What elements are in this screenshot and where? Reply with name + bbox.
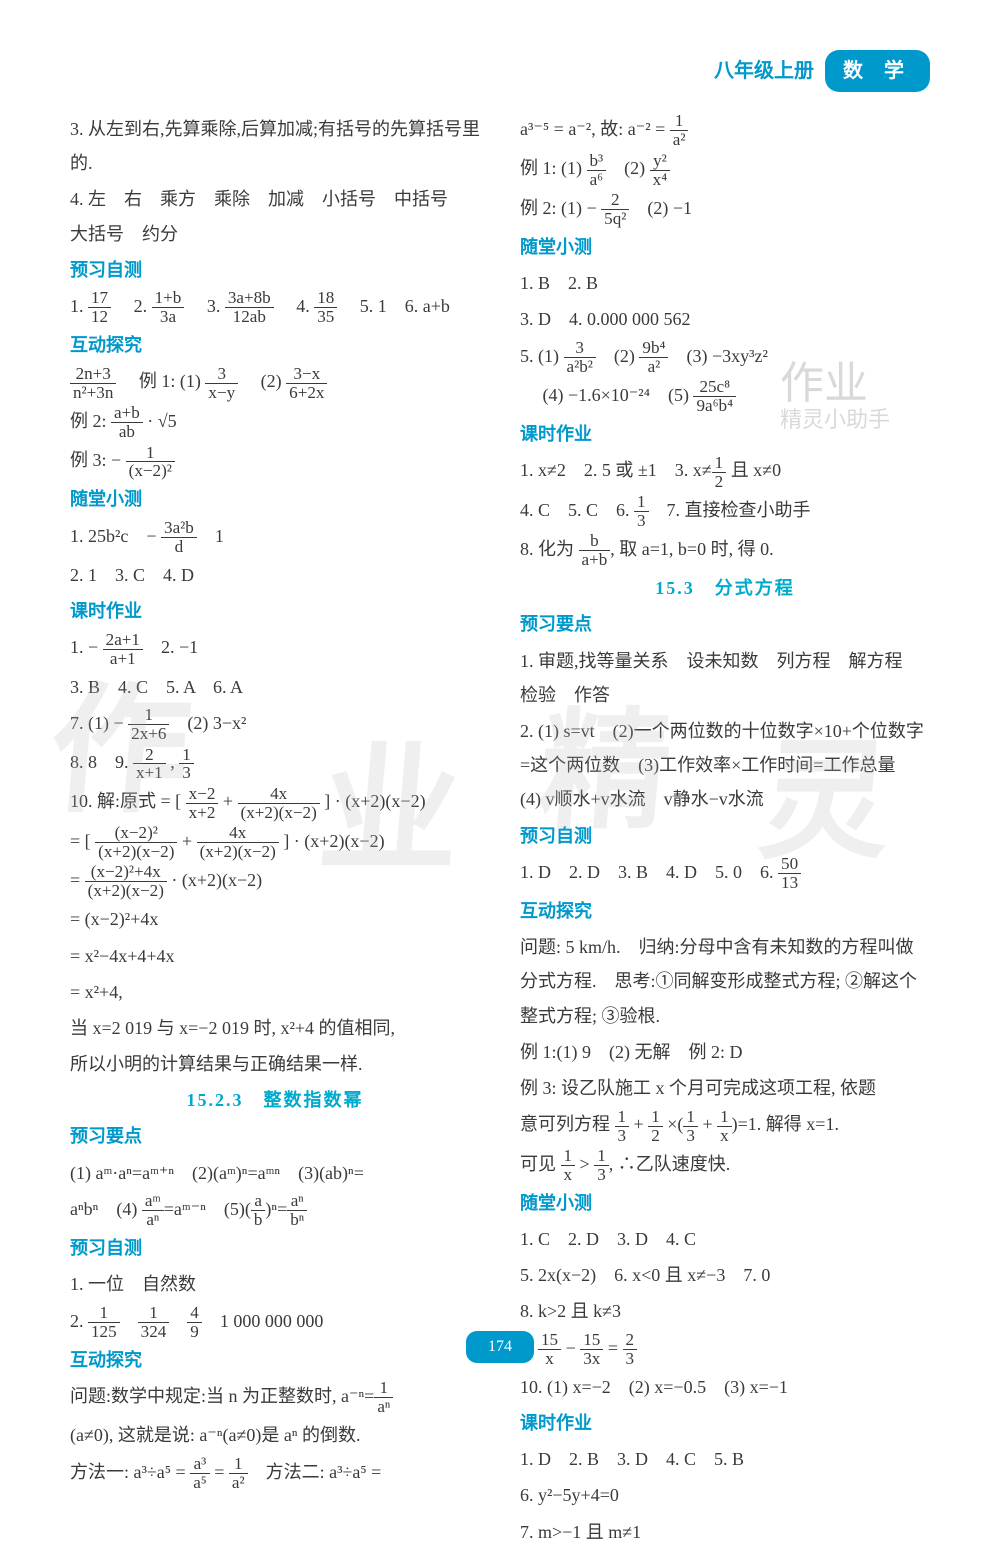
text-line: (a≠0), 这就是说: a⁻ⁿ(a≠0)是 aⁿ 的倒数. xyxy=(70,1418,480,1452)
section-heading: 互动探究 xyxy=(70,1343,480,1377)
text-line: 10. 解:原式 = [ x−2x+2 + 4x(x+2)(x−2) ] · (… xyxy=(70,784,480,821)
page-header: 八年级上册 数 学 xyxy=(70,50,930,92)
section-heading: 互动探究 xyxy=(520,894,930,928)
text-line: 例 2: a+bab · √5 xyxy=(70,404,480,441)
section-heading: 随堂小测 xyxy=(520,230,930,264)
text-line: 3. 从左到右,先算乘除,后算加减;有括号的先算括号里的. xyxy=(70,112,480,180)
text-line: 2n+3n²+3n 例 1: (1) 3x−y (2) 3−x6+2x xyxy=(70,364,480,401)
text-line: 1. − 2a+1a+1 2. −1 xyxy=(70,630,480,667)
text-line: 例 3: 设乙队施工 x 个月可完成这项工程, 依题 xyxy=(520,1071,930,1105)
text-line: 问题:数学中规定:当 n 为正整数时, a⁻ⁿ=1aⁿ xyxy=(70,1379,480,1416)
text-line: = (x−2)²+4x(x+2)(x−2) · (x+2)(x−2) xyxy=(70,863,480,900)
section-heading: 课时作业 xyxy=(520,417,930,451)
section-heading: 课时作业 xyxy=(520,1406,930,1440)
text-line: 8. 化为 ba+b, 取 a=1, b=0 时, 得 0. xyxy=(520,532,930,569)
right-column: a³⁻⁵ = a⁻², 故: a⁻² = 1a² 例 1: (1) b³a⁶ (… xyxy=(520,112,930,1551)
text-line: 1. B 2. B xyxy=(520,266,930,300)
text-line: 1. 25b²c − 3a²bd 1 xyxy=(70,519,480,556)
text-line: 5. 2x(x−2) 6. x<0 且 x≠−3 7. 0 xyxy=(520,1258,930,1292)
text-line: 1. D 2. D 3. B 4. D 5. 0 6. 5013 xyxy=(520,855,930,892)
text-line: 当 x=2 019 与 x=−2 019 时, x²+4 的值相同, xyxy=(70,1011,480,1045)
section-heading: 互动探究 xyxy=(70,328,480,362)
text-line: 1. D 2. B 3. D 4. C 5. B xyxy=(520,1442,930,1476)
text-line: = x²+4, xyxy=(70,975,480,1009)
text-line: (4) −1.6×10⁻²⁴ (5) 25c⁸9a⁶b⁴ xyxy=(520,378,930,415)
section-heading: 预习要点 xyxy=(520,607,930,641)
text-line: 例 1:(1) 9 (2) 无解 例 2: D xyxy=(520,1035,930,1069)
text-line: 8. k>2 且 k≠3 xyxy=(520,1294,930,1328)
text-line: 意可列方程 13 + 12 ×(13 + 1x)=1. 解得 x=1. xyxy=(520,1107,930,1144)
text-line: 问题: 5 km/h. 归纳:分母中含有未知数的方程叫做分式方程. 思考:①同解… xyxy=(520,930,930,1033)
text-line: 9. 15x − 153x = 23 xyxy=(520,1331,930,1368)
text-line: 所以小明的计算结果与正确结果一样. xyxy=(70,1047,480,1081)
text-line: 例 2: (1) − 25q² (2) −1 xyxy=(520,191,930,228)
text-line: 3. D 4. 0.000 000 562 xyxy=(520,302,930,336)
chapter-heading: 15.2.3 整数指数幂 xyxy=(70,1083,480,1117)
text-line: = [ (x−2)²(x+2)(x−2) + 4x(x+2)(x−2) ] · … xyxy=(70,824,480,861)
page-number-badge: 174 xyxy=(466,1331,534,1363)
text-line: aⁿbⁿ (4) aᵐaⁿ=aᵐ⁻ⁿ (5)(ab)ⁿ=aⁿbⁿ xyxy=(70,1192,480,1229)
text-line: 6. y²−5y+4=0 xyxy=(520,1478,930,1512)
text-line: 2. 1 3. C 4. D xyxy=(70,558,480,592)
text-line: 1. C 2. D 3. D 4. C xyxy=(520,1222,930,1256)
text-line: 7. (1) − 12x+6 (2) 3−x² xyxy=(70,706,480,743)
text-line: (1) aᵐ·aⁿ=aᵐ⁺ⁿ (2)(aᵐ)ⁿ=aᵐⁿ (3)(ab)ⁿ= xyxy=(70,1156,480,1190)
text-line: 例 1: (1) b³a⁶ (2) y²x⁴ xyxy=(520,151,930,188)
text-line: 8. 8 9. 2x+1 , 13 xyxy=(70,745,480,782)
section-heading: 预习自测 xyxy=(70,253,480,287)
text-line: 4. C 5. C 6. 13 7. 直接检查小助手 xyxy=(520,493,930,530)
text-line: 2. (1) s=vt (2)一个两位数的十位数字×10+个位数字=这个两位数 … xyxy=(520,714,930,817)
subject-badge: 数 学 xyxy=(825,50,930,92)
section-heading: 预习要点 xyxy=(70,1119,480,1153)
text-line: 例 3: − 1(x−2)² xyxy=(70,443,480,480)
text-line: = (x−2)²+4x xyxy=(70,902,480,936)
section-heading: 预习自测 xyxy=(520,819,930,853)
left-column: 3. 从左到右,先算乘除,后算加减;有括号的先算括号里的. 4. 左 右 乘方 … xyxy=(70,112,480,1551)
section-heading: 预习自测 xyxy=(70,1231,480,1265)
text-line: 1. 1712 2. 1+b3a 3. 3a+8b12ab 4. 1835 5.… xyxy=(70,289,480,326)
text-line: 2. 1125 1324 49 1 000 000 000 xyxy=(70,1304,480,1341)
text-line: 可见 1x > 13, ∴乙队速度快. xyxy=(520,1147,930,1184)
section-heading: 课时作业 xyxy=(70,594,480,628)
text-line: a³⁻⁵ = a⁻², 故: a⁻² = 1a² xyxy=(520,112,930,149)
text-line: 1. 审题,找等量关系 设未知数 列方程 解方程 检验 作答 xyxy=(520,644,930,712)
text-line: 方法一: a³÷a⁵ = a³a⁵ = 1a² 方法二: a³÷a⁵ = xyxy=(70,1455,480,1492)
text-line: 1. 一位 自然数 xyxy=(70,1267,480,1301)
text-line: 1. x≠2 2. 5 或 ±1 3. x≠12 且 x≠0 xyxy=(520,453,930,490)
text-line: 5. (1) 3a²b² (2) 9b⁴a² (3) −3xy³z² xyxy=(520,339,930,376)
text-line: 3. B 4. C 5. A 6. A xyxy=(70,670,480,704)
grade-label: 八年级上册 xyxy=(714,60,814,82)
section-heading: 随堂小测 xyxy=(520,1186,930,1220)
text-line: = x²−4x+4+4x xyxy=(70,939,480,973)
section-heading: 随堂小测 xyxy=(70,482,480,516)
text-line: 10. (1) x=−2 (2) x=−0.5 (3) x=−1 xyxy=(520,1370,930,1404)
text-line: 7. m>−1 且 m≠1 xyxy=(520,1515,930,1549)
text-line: 4. 左 右 乘方 乘除 加减 小括号 中括号 大括号 约分 xyxy=(70,182,480,250)
chapter-heading: 15.3 分式方程 xyxy=(520,571,930,605)
